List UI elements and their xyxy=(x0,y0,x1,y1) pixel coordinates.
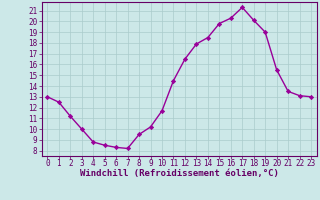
X-axis label: Windchill (Refroidissement éolien,°C): Windchill (Refroidissement éolien,°C) xyxy=(80,169,279,178)
